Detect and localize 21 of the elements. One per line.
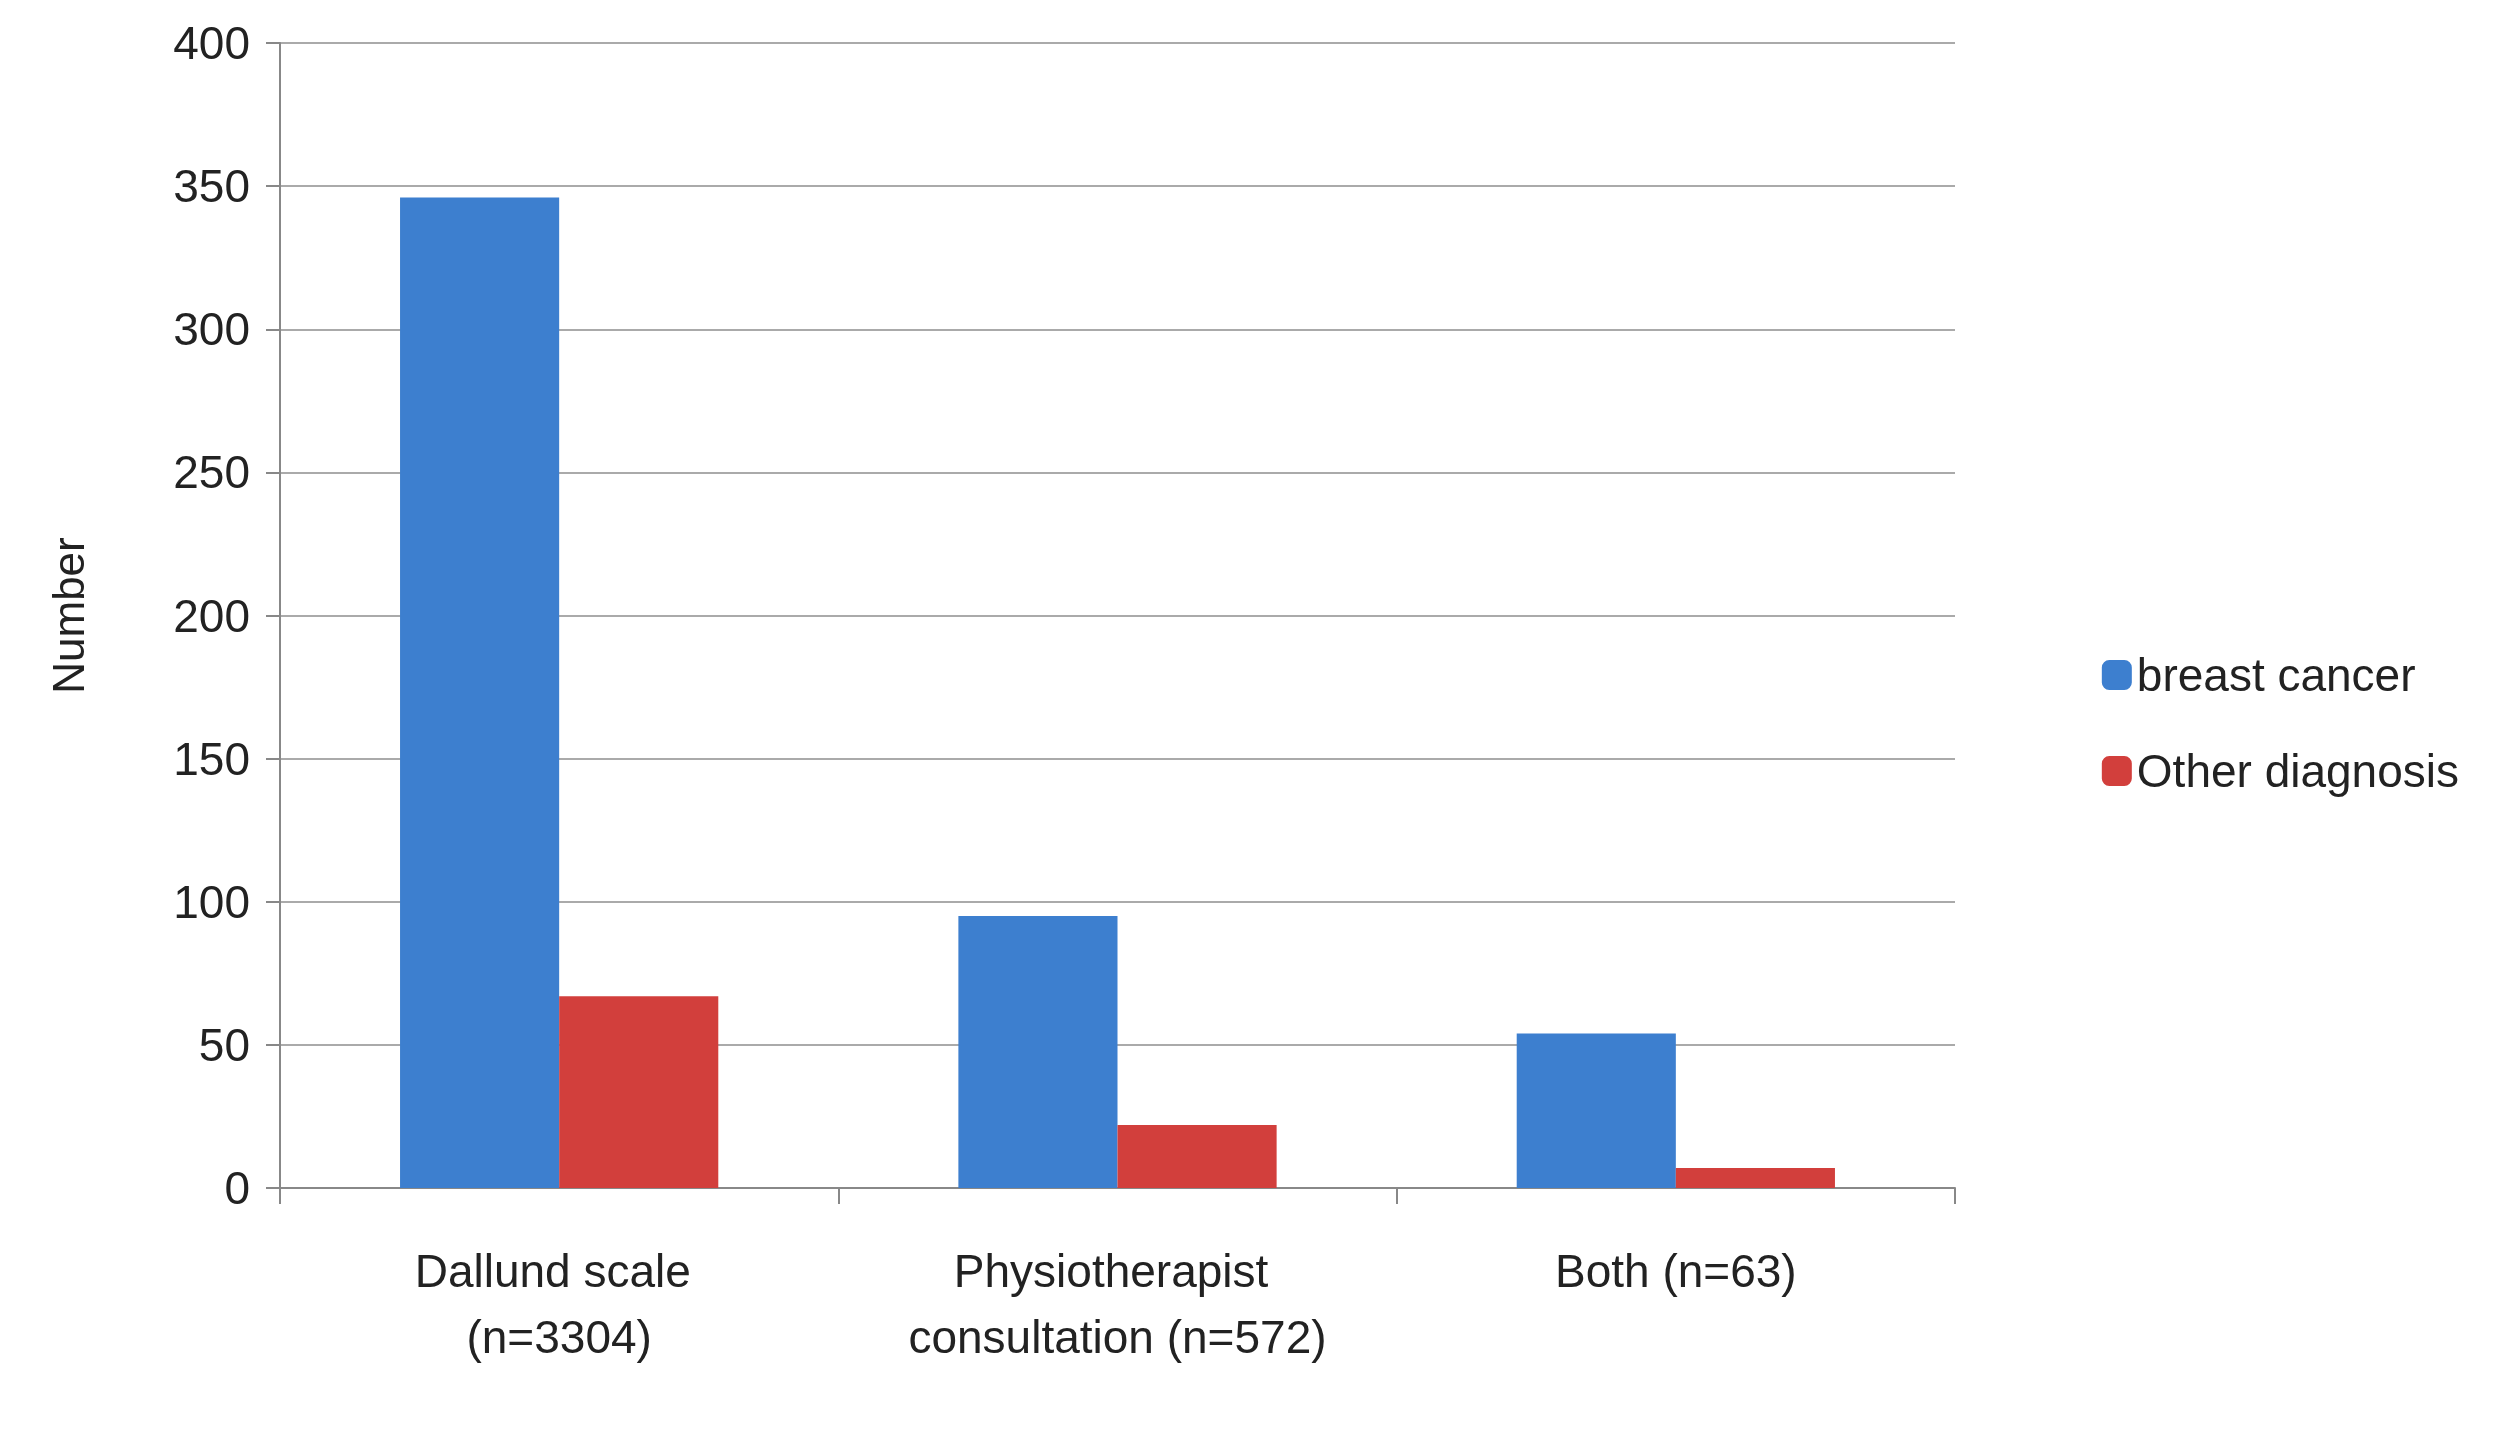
bar [958, 916, 1118, 1188]
bar [1117, 1125, 1277, 1188]
y-tick-label: 250 [173, 446, 250, 499]
y-tick-label: 300 [173, 303, 250, 356]
x-tick-label: Dallund scale (n=3304) [414, 1245, 704, 1363]
bar [1516, 1033, 1676, 1188]
legend-label: breast cancer [2136, 649, 2416, 701]
y-tick-label: 150 [173, 732, 250, 785]
y-tick-label: 400 [173, 17, 250, 69]
bar [1675, 1167, 1835, 1188]
y-tick-label: 50 [198, 1018, 250, 1071]
y-tick-label: 100 [173, 875, 250, 928]
bar [559, 996, 719, 1188]
y-tick-label: 350 [173, 160, 250, 213]
x-tick-label: Both (n=63) [1555, 1245, 1797, 1297]
x-tick-label: Physiotherapist consultation (n=572) [908, 1245, 1327, 1363]
y-tick-label: 0 [224, 1162, 250, 1214]
bar [400, 197, 560, 1188]
legend-label: Other diagnosis [2136, 745, 2460, 797]
y-axis-title: Number [43, 537, 93, 694]
y-tick-label: 200 [173, 589, 250, 642]
